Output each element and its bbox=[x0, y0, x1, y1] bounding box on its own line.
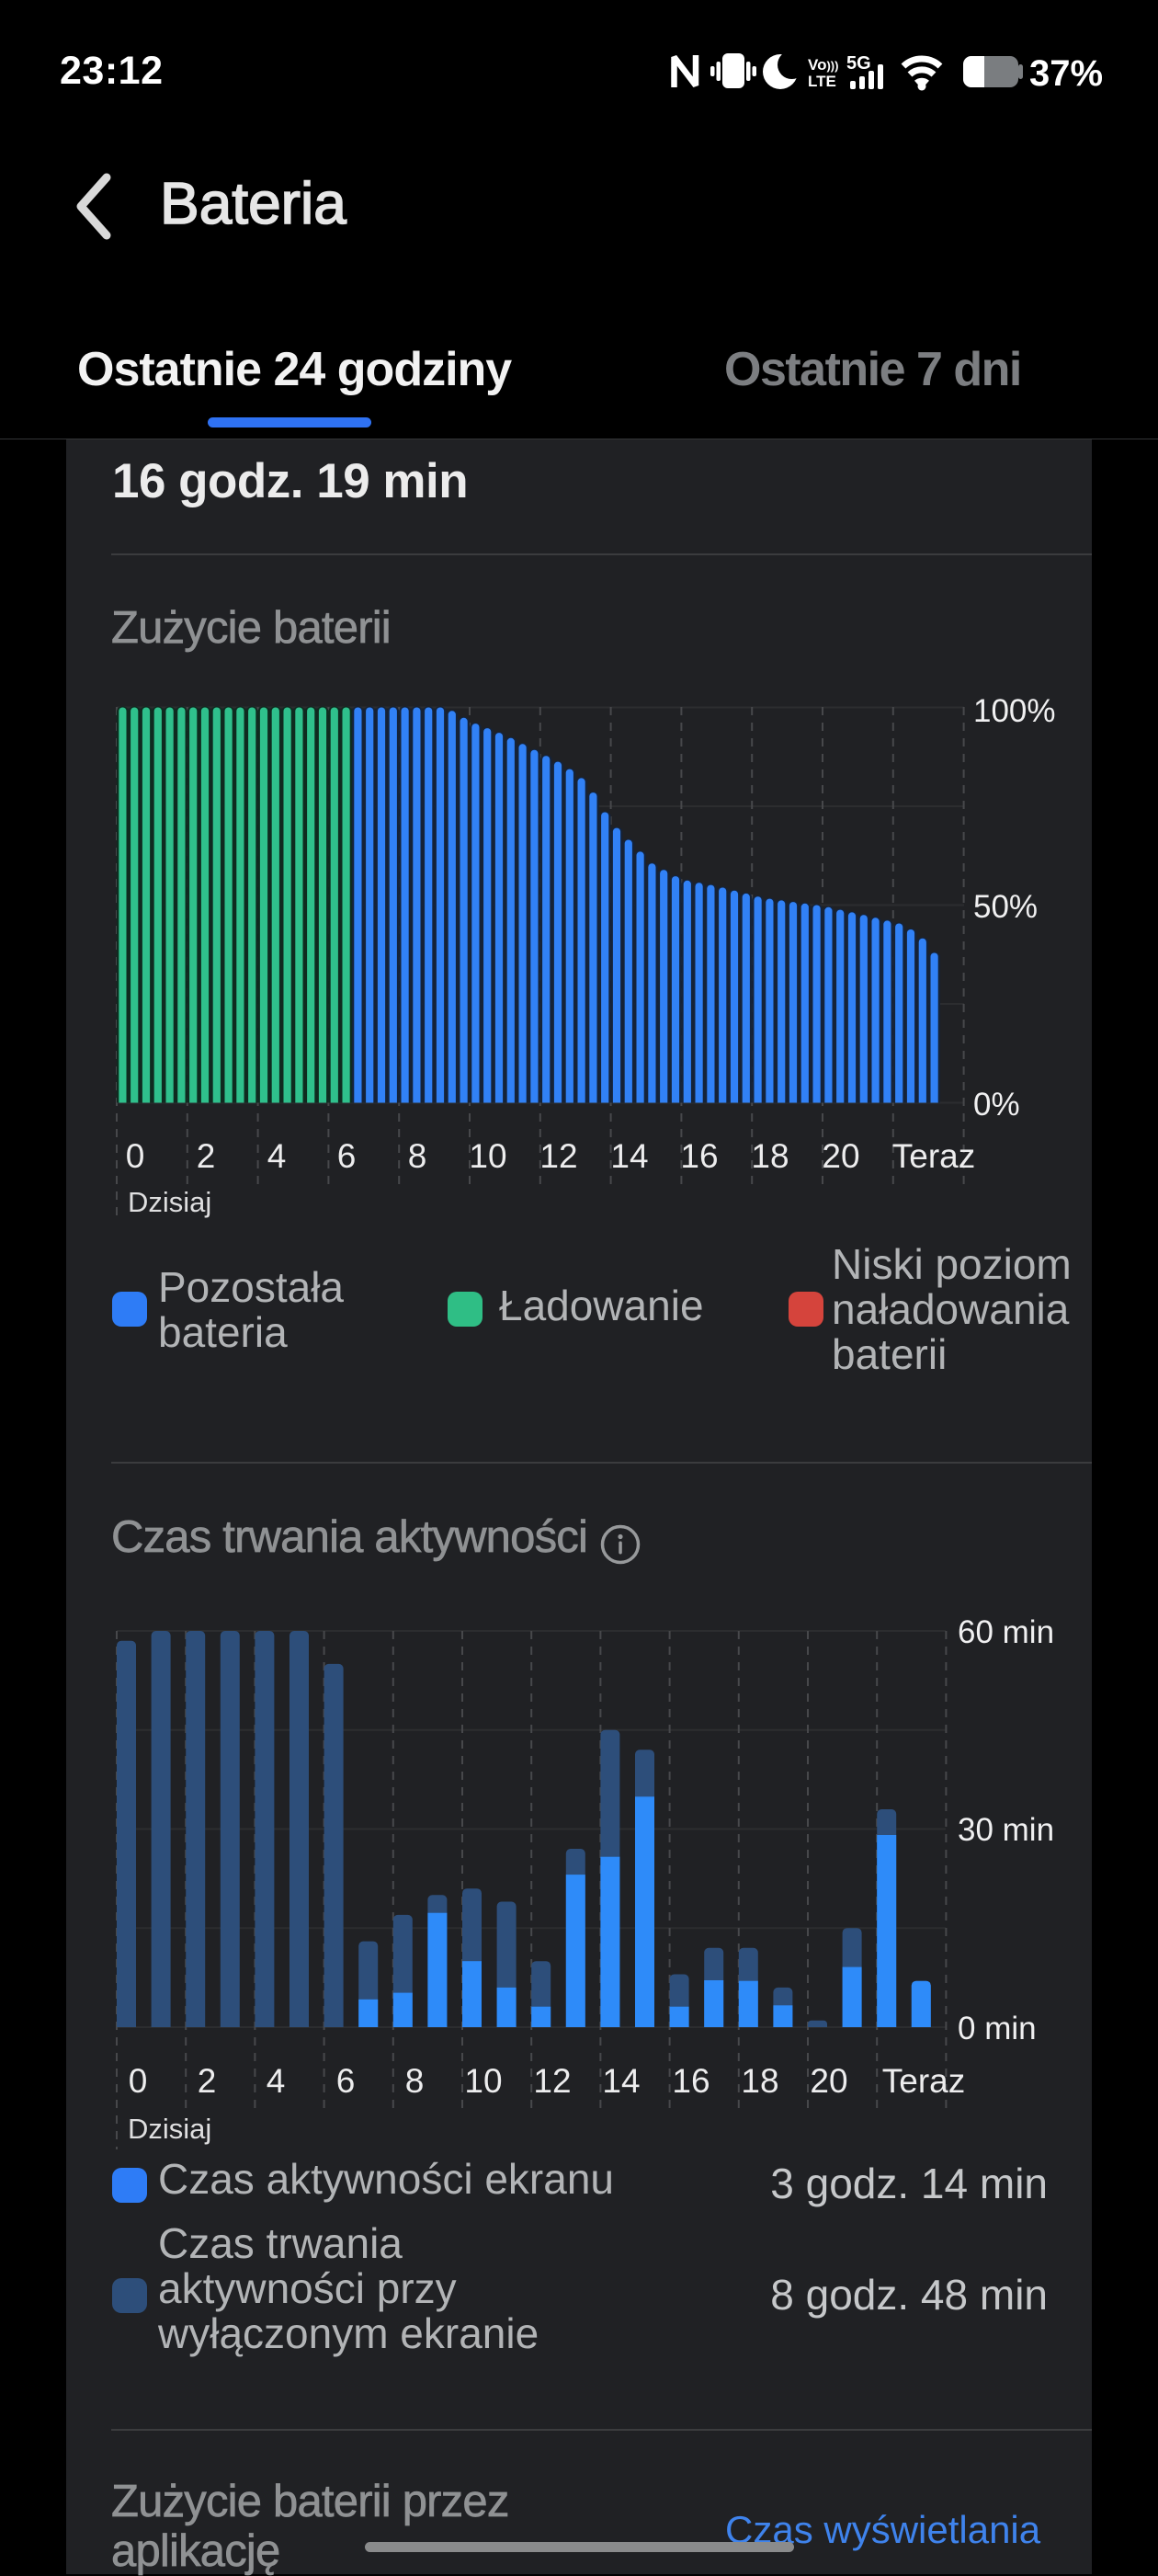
svg-text:0 min: 0 min bbox=[958, 2011, 1037, 2046]
svg-text:4: 4 bbox=[267, 1137, 287, 1175]
svg-text:14: 14 bbox=[602, 2062, 640, 2100]
svg-text:30 min: 30 min bbox=[958, 1812, 1054, 1848]
svg-text:16: 16 bbox=[680, 1137, 718, 1175]
svg-text:10: 10 bbox=[464, 2062, 502, 2100]
svg-text:18: 18 bbox=[751, 1137, 789, 1175]
svg-text:2: 2 bbox=[198, 2062, 217, 2100]
svg-text:Teraz: Teraz bbox=[882, 2062, 965, 2100]
svg-text:8: 8 bbox=[408, 1137, 427, 1175]
svg-text:2: 2 bbox=[197, 1137, 216, 1175]
svg-text:Dzisiaj: Dzisiaj bbox=[128, 1186, 211, 1218]
svg-text:60 min: 60 min bbox=[958, 1614, 1054, 1650]
svg-text:0: 0 bbox=[129, 2062, 148, 2100]
svg-text:6: 6 bbox=[337, 1137, 357, 1175]
svg-text:4: 4 bbox=[267, 2062, 286, 2100]
svg-text:Dzisiaj: Dzisiaj bbox=[128, 2113, 211, 2145]
svg-text:12: 12 bbox=[533, 2062, 571, 2100]
svg-text:20: 20 bbox=[810, 2062, 847, 2100]
svg-text:100%: 100% bbox=[973, 693, 1056, 729]
svg-text:16: 16 bbox=[672, 2062, 710, 2100]
svg-text:6: 6 bbox=[336, 2062, 356, 2100]
svg-text:12: 12 bbox=[539, 1137, 577, 1175]
svg-text:37%: 37% bbox=[1029, 53, 1103, 94]
svg-text:5G: 5G bbox=[846, 53, 871, 74]
svg-text:18: 18 bbox=[741, 2062, 778, 2100]
svg-text:Vo))): Vo))) bbox=[808, 56, 838, 74]
svg-text:8: 8 bbox=[405, 2062, 425, 2100]
svg-text:LTE: LTE bbox=[808, 73, 836, 90]
svg-text:Teraz: Teraz bbox=[892, 1137, 975, 1175]
svg-text:0%: 0% bbox=[973, 1087, 1020, 1123]
svg-text:20: 20 bbox=[822, 1137, 859, 1175]
svg-text:10: 10 bbox=[469, 1137, 506, 1175]
svg-text:50%: 50% bbox=[973, 889, 1038, 925]
svg-text:0: 0 bbox=[126, 1137, 145, 1175]
svg-text:14: 14 bbox=[610, 1137, 648, 1175]
